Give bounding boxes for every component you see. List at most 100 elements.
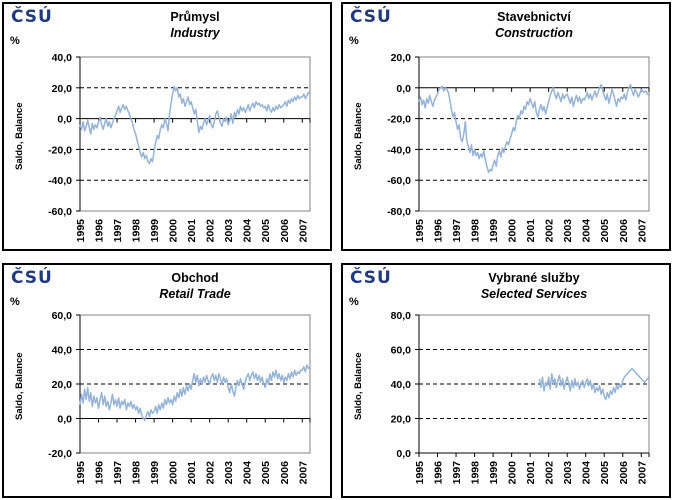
- csu-logo: ČSÚ: [350, 268, 392, 288]
- svg-text:1998: 1998: [470, 461, 482, 485]
- svg-text:2003: 2003: [223, 461, 235, 485]
- svg-text:2007: 2007: [297, 461, 309, 485]
- svg-text:20,0: 20,0: [52, 379, 73, 391]
- unit-label: %: [349, 35, 359, 47]
- svg-text:-40,0: -40,0: [48, 175, 72, 187]
- svg-text:1995: 1995: [414, 219, 426, 243]
- svg-text:2000: 2000: [507, 461, 519, 485]
- chart-title-block: Stavebnictví Construction: [397, 9, 671, 41]
- svg-text:2001: 2001: [186, 461, 198, 485]
- svg-text:2004: 2004: [581, 461, 593, 485]
- chart-title-block: Průmysl Industry: [58, 9, 332, 41]
- svg-text:2006: 2006: [618, 219, 630, 243]
- svg-text:20,0: 20,0: [391, 414, 412, 426]
- svg-text:1995: 1995: [75, 461, 87, 485]
- svg-text:40,0: 40,0: [391, 379, 412, 391]
- svg-text:1999: 1999: [488, 219, 500, 243]
- svg-text:-40,0: -40,0: [387, 144, 411, 156]
- svg-text:2007: 2007: [297, 219, 309, 243]
- svg-text:2007: 2007: [636, 219, 648, 243]
- svg-text:1999: 1999: [149, 461, 161, 485]
- chart-title-block: Vybrané služby Selected Services: [397, 270, 671, 302]
- chart-panel-construction: ČSÚ Stavebnictví Construction % Saldo, B…: [341, 2, 671, 251]
- svg-text:1996: 1996: [94, 461, 106, 485]
- svg-text:80,0: 80,0: [391, 310, 412, 322]
- chart-subtitle: Selected Services: [480, 287, 588, 301]
- svg-text:60,0: 60,0: [391, 345, 412, 357]
- svg-text:2002: 2002: [544, 219, 556, 243]
- svg-text:-20,0: -20,0: [387, 114, 411, 126]
- svg-text:-20,0: -20,0: [48, 448, 72, 460]
- svg-text:1996: 1996: [94, 219, 106, 243]
- chart-title: Průmysl: [170, 10, 220, 24]
- svg-text:40,0: 40,0: [52, 52, 73, 64]
- svg-text:2004: 2004: [242, 219, 254, 243]
- svg-text:2003: 2003: [223, 219, 235, 243]
- svg-text:2004: 2004: [242, 461, 254, 485]
- svg-text:2002: 2002: [205, 461, 217, 485]
- svg-text:0,0: 0,0: [57, 414, 72, 426]
- svg-text:2001: 2001: [186, 219, 198, 243]
- chart-title: Vybrané služby: [488, 271, 580, 285]
- svg-text:2005: 2005: [260, 219, 272, 243]
- chart-title: Obchod: [171, 271, 219, 285]
- svg-text:0,0: 0,0: [57, 114, 72, 126]
- svg-text:2003: 2003: [562, 461, 574, 485]
- svg-text:2005: 2005: [599, 461, 611, 485]
- unit-label: %: [10, 296, 20, 308]
- svg-text:1995: 1995: [75, 219, 87, 243]
- svg-text:1997: 1997: [112, 461, 124, 485]
- chart-subtitle: Industry: [170, 26, 220, 40]
- svg-text:2000: 2000: [168, 461, 180, 485]
- svg-text:-60,0: -60,0: [387, 175, 411, 187]
- chart-subtitle: Retail Trade: [159, 287, 231, 301]
- svg-text:1997: 1997: [451, 461, 463, 485]
- svg-text:1998: 1998: [131, 219, 143, 243]
- svg-text:2004: 2004: [581, 219, 593, 243]
- svg-text:2005: 2005: [260, 461, 272, 485]
- svg-text:-20,0: -20,0: [48, 144, 72, 156]
- chart-title-block: Obchod Retail Trade: [58, 270, 332, 302]
- svg-text:20,0: 20,0: [391, 52, 412, 64]
- svg-text:40,0: 40,0: [52, 345, 73, 357]
- csu-logo: ČSÚ: [11, 268, 53, 288]
- svg-text:0,0: 0,0: [396, 448, 411, 460]
- svg-text:1997: 1997: [451, 219, 463, 243]
- svg-text:1996: 1996: [433, 219, 445, 243]
- svg-text:20,0: 20,0: [52, 83, 73, 95]
- svg-text:-80,0: -80,0: [387, 206, 411, 218]
- chart-panel-selected-services: ČSÚ Vybrané služby Selected Services % S…: [341, 263, 671, 498]
- svg-text:2005: 2005: [599, 219, 611, 243]
- svg-text:2003: 2003: [562, 219, 574, 243]
- svg-text:2001: 2001: [525, 461, 537, 485]
- svg-text:2006: 2006: [279, 219, 291, 243]
- svg-text:2006: 2006: [618, 461, 630, 485]
- svg-text:2006: 2006: [279, 461, 291, 485]
- svg-text:1995: 1995: [414, 461, 426, 485]
- svg-text:1998: 1998: [470, 219, 482, 243]
- svg-text:2000: 2000: [507, 219, 519, 243]
- svg-text:0,0: 0,0: [396, 83, 411, 95]
- svg-text:2001: 2001: [525, 219, 537, 243]
- svg-text:2002: 2002: [205, 219, 217, 243]
- unit-label: %: [10, 35, 20, 47]
- chart-title: Stavebnictví: [497, 10, 571, 24]
- svg-text:1999: 1999: [149, 219, 161, 243]
- svg-text:2000: 2000: [168, 219, 180, 243]
- csu-logo: ČSÚ: [11, 7, 53, 27]
- svg-text:1996: 1996: [433, 461, 445, 485]
- chart-panel-retail-trade: ČSÚ Obchod Retail Trade % Saldo, Balance…: [2, 263, 332, 498]
- svg-text:1999: 1999: [488, 461, 500, 485]
- chart-panel-industry: ČSÚ Průmysl Industry % Saldo, Balance 40…: [2, 2, 332, 251]
- svg-text:1998: 1998: [131, 461, 143, 485]
- unit-label: %: [349, 296, 359, 308]
- svg-text:60,0: 60,0: [52, 310, 73, 322]
- csu-logo: ČSÚ: [350, 7, 392, 27]
- svg-text:2007: 2007: [636, 461, 648, 485]
- svg-text:2002: 2002: [544, 461, 556, 485]
